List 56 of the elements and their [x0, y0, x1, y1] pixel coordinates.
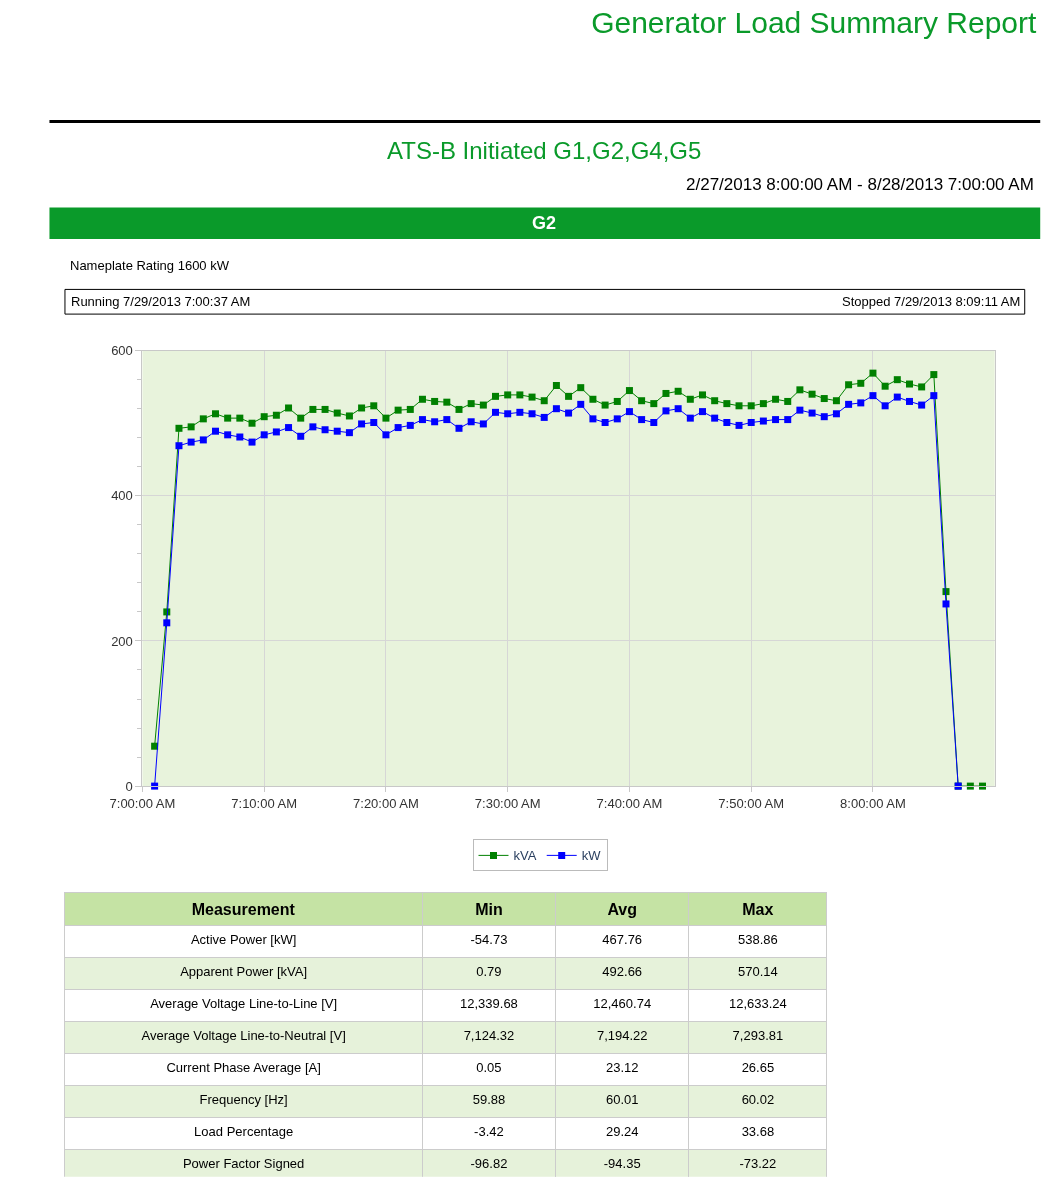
text: Max	[742, 900, 774, 918]
x-tick-label: 7:50:00 AM	[718, 795, 785, 811]
text: 12,460.74	[593, 995, 652, 1011]
text: Average Voltage Line-to-Line [V]	[150, 995, 338, 1011]
text: 12,339.68	[460, 995, 518, 1011]
text: Frequency [Hz]	[199, 1091, 288, 1107]
y-tick-label: 0	[125, 778, 133, 794]
x-tick-label: 7:20:00 AM	[353, 795, 419, 811]
text: 2/27/2013 8:00:00 AM - 8/28/2013 7:00:00 AM	[686, 175, 1034, 194]
text: 7,124.32	[463, 1027, 515, 1043]
text: Current Phase Average [A]	[166, 1059, 321, 1075]
text: 60.01	[605, 1091, 639, 1107]
text: Nameplate Rating 1600 kW	[70, 258, 230, 273]
chart-subtitle: ATS-B Initiated G1,G2,G4,G5	[387, 137, 702, 164]
text: 26.65	[741, 1059, 775, 1075]
text: 12,633.24	[728, 995, 787, 1011]
text: -96.82	[470, 1155, 508, 1171]
x-tick-label: 8:00:00 AM	[840, 795, 906, 811]
x-tick-label: 7:30:00 AM	[474, 795, 541, 811]
text: 0.05	[476, 1059, 502, 1075]
text: 467.76	[602, 931, 643, 947]
text: Min	[475, 900, 503, 918]
x-tick-label: 7:00:00 AM	[109, 795, 176, 811]
text: 492.66	[602, 963, 643, 979]
y-tick-label: 200	[111, 633, 133, 649]
text: Average Voltage Line-to-Neutral [V]	[141, 1027, 346, 1043]
x-tick-label: 7:40:00 AM	[596, 795, 663, 811]
text: G2	[532, 213, 557, 233]
legend-label: kW	[581, 848, 602, 864]
text: Apparent Power [kVA]	[180, 963, 308, 979]
text: 29.24	[605, 1123, 639, 1139]
text: Avg	[607, 900, 638, 918]
text: -94.35	[603, 1155, 641, 1171]
text: -73.22	[739, 1155, 777, 1171]
text: Measurement	[191, 900, 296, 918]
text: 7,293.81	[732, 1027, 784, 1043]
text: Active Power [kW]	[190, 931, 297, 947]
text: -54.73	[470, 931, 508, 947]
x-tick-label: 7:10:00 AM	[231, 795, 298, 811]
text: Running 7/29/2013 7:00:37 AM	[71, 294, 251, 309]
text: 538.86	[738, 931, 778, 947]
text: 570.14	[738, 963, 778, 979]
text: 60.02	[741, 1091, 775, 1107]
text: 23.12	[605, 1059, 639, 1075]
legend-label: kVA	[513, 848, 537, 864]
text: Load Percentage	[194, 1123, 294, 1139]
y-tick-label: 400	[111, 488, 133, 504]
text: 59.88	[472, 1091, 506, 1107]
text: Power Factor Signed	[182, 1155, 305, 1171]
text: 0.79	[476, 963, 502, 979]
text: -3.42	[474, 1123, 504, 1139]
text: 7,194.22	[596, 1027, 648, 1043]
y-tick-label: 600	[111, 343, 133, 359]
text: 33.68	[741, 1123, 775, 1139]
text: Stopped 7/29/2013 8:09:11 AM	[842, 294, 1021, 309]
chart-title: Generator Load Summary Report	[591, 6, 1037, 39]
